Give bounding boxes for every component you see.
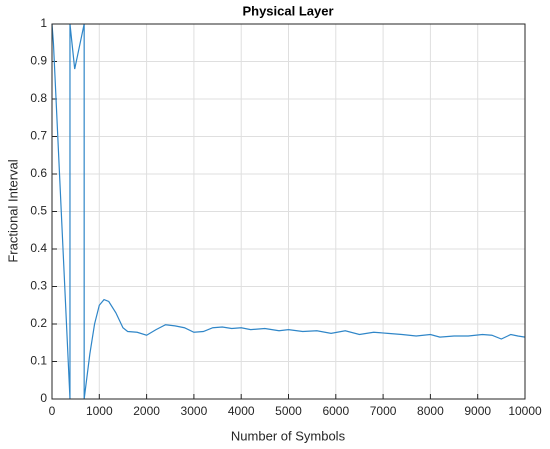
y-tick-label: 1: [40, 16, 47, 30]
axes-box: [51, 23, 526, 400]
y-axis-label: Fractional Interval: [5, 159, 20, 262]
y-tick-label: 0: [40, 391, 47, 405]
x-axis-label: Number of Symbols: [231, 428, 346, 443]
y-tick-label: 0.6: [30, 166, 47, 180]
x-tick-label: 10000: [508, 404, 542, 418]
x-tick-label: 2000: [133, 404, 160, 418]
y-tick-label: 0.3: [30, 279, 47, 293]
x-tick-label: 9000: [464, 404, 491, 418]
x-tick-label: 4000: [228, 404, 255, 418]
chart-title: Physical Layer: [242, 3, 333, 18]
x-tick-label: 3000: [181, 404, 208, 418]
x-tick-label: 7000: [370, 404, 397, 418]
y-tick-label: 0.2: [30, 316, 47, 330]
x-tick-label: 0: [49, 404, 56, 418]
y-tick-label: 0.7: [30, 129, 47, 143]
y-tick-label: 0.4: [30, 241, 47, 255]
x-tick-label: 5000: [275, 404, 302, 418]
x-tick-label: 1000: [86, 404, 113, 418]
x-tick-label: 8000: [417, 404, 444, 418]
x-tick-label: 6000: [322, 404, 349, 418]
y-tick-label: 0.1: [30, 354, 47, 368]
data-line: [51, 23, 526, 400]
y-tick-label: 0.5: [30, 204, 47, 218]
y-tick-label: 0.9: [30, 54, 47, 68]
y-tick-label: 0.8: [30, 91, 47, 105]
